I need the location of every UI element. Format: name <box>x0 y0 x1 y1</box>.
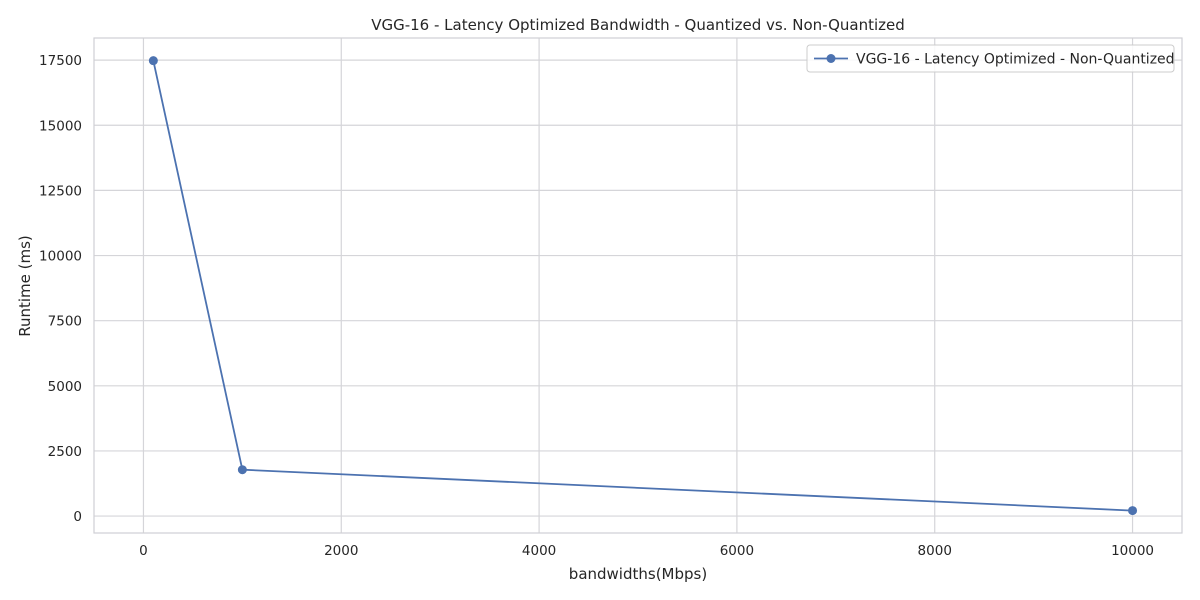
x-tick-label: 8000 <box>918 543 952 559</box>
data-point <box>148 56 158 66</box>
y-tick-label: 17500 <box>39 53 82 69</box>
x-tick-label: 4000 <box>522 543 556 559</box>
x-axis-ticks: 0 2000 4000 6000 8000 10000 <box>139 543 1154 559</box>
series <box>148 56 1138 516</box>
x-axis-label: bandwidths(Mbps) <box>569 565 707 583</box>
y-tick-label: 7500 <box>48 314 82 330</box>
y-tick-label: 2500 <box>48 444 82 460</box>
y-tick-label: 15000 <box>39 118 82 134</box>
y-tick-label: 10000 <box>39 249 82 265</box>
x-tick-label: 10000 <box>1111 543 1154 559</box>
grid <box>94 38 1182 533</box>
legend: VGG-16 - Latency Optimized - Non-Quantiz… <box>806 44 1175 73</box>
series-line <box>152 60 1133 512</box>
data-point <box>237 465 247 475</box>
legend-box <box>806 44 1175 73</box>
x-tick-label: 0 <box>139 543 148 559</box>
legend-label: VGG-16 - Latency Optimized - Non-Quantiz… <box>856 52 1175 68</box>
y-tick-label: 5000 <box>48 379 82 395</box>
plot-area-frame <box>93 37 1183 534</box>
chart-title: VGG-16 - Latency Optimized Bandwidth - Q… <box>371 16 905 34</box>
data-point <box>1128 506 1138 516</box>
y-tick-label: 12500 <box>39 183 82 199</box>
x-tick-label: 2000 <box>324 543 358 559</box>
y-axis-ticks: 0 2500 5000 7500 10000 12500 15000 17500 <box>39 53 82 525</box>
legend-marker-swatch <box>826 54 836 63</box>
y-axis-label: Runtime (ms) <box>16 235 34 337</box>
x-tick-label: 6000 <box>720 543 754 559</box>
y-tick-label: 0 <box>73 509 82 525</box>
